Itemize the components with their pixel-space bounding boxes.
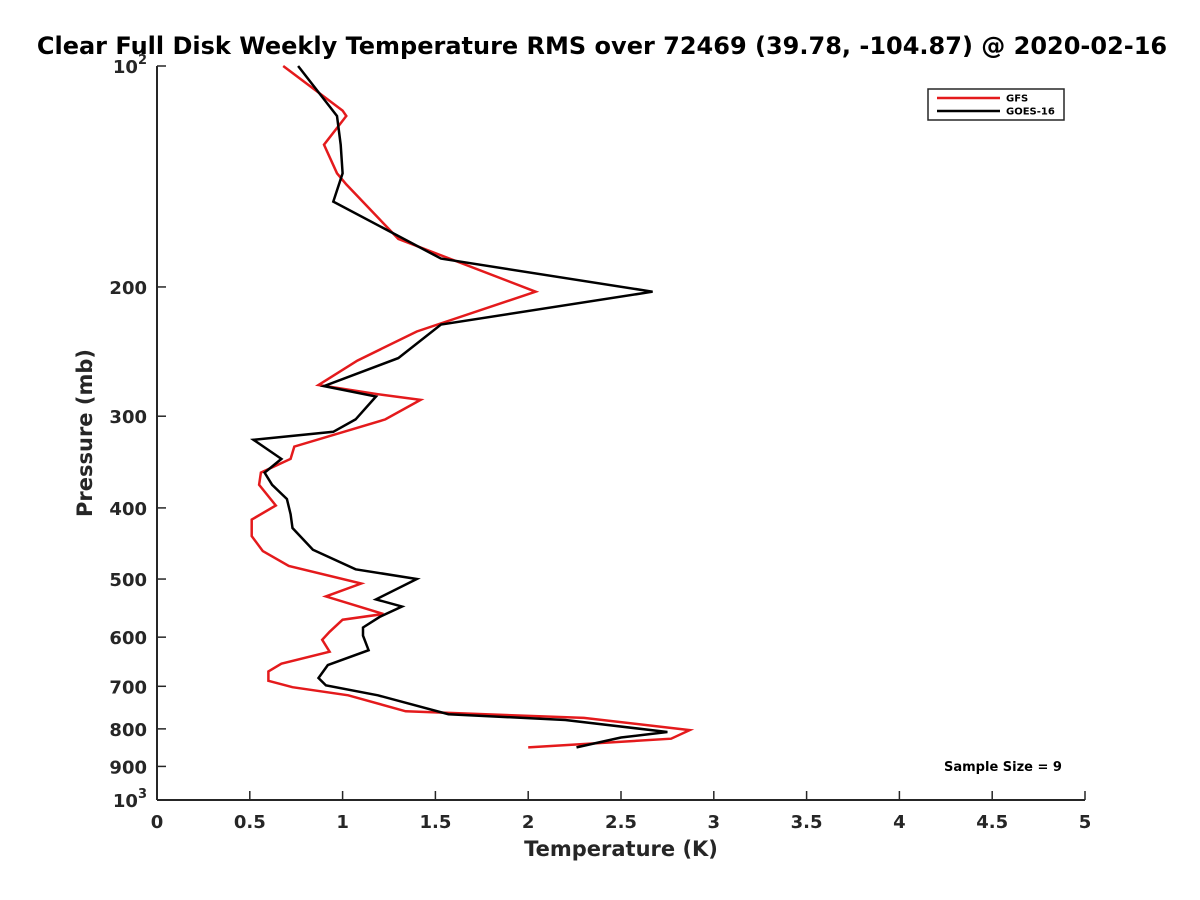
y-tick-label: 103 bbox=[113, 787, 147, 812]
y-tick-label: 400 bbox=[109, 499, 147, 520]
y-tick-label: 200 bbox=[109, 278, 147, 299]
x-tick-label: 2.5 bbox=[605, 812, 637, 833]
series-lines bbox=[249, 65, 695, 749]
x-axis-label: Temperature (K) bbox=[524, 837, 718, 861]
y-tick-label: 700 bbox=[109, 677, 147, 698]
legend-box bbox=[927, 88, 1065, 121]
x-tick-label: 3 bbox=[708, 812, 721, 833]
series-line-goes16 bbox=[249, 65, 668, 749]
x-tick-label: 3.5 bbox=[791, 812, 823, 833]
y-tick-label: 300 bbox=[109, 407, 147, 428]
x-ticks: 0 0.5 1 1.5 2 2.5 3 3.5 4 4.5 5 bbox=[151, 791, 1092, 833]
y-tick-label: 102 bbox=[113, 53, 147, 78]
legend: GFS GOES-16 bbox=[927, 88, 1065, 121]
x-tick-label: 0 bbox=[151, 812, 164, 833]
x-tick-label: 4.5 bbox=[976, 812, 1008, 833]
series-line-gfs bbox=[250, 65, 695, 749]
x-tick-label: 0.5 bbox=[234, 812, 266, 833]
chart-title: Clear Full Disk Weekly Temperature RMS o… bbox=[37, 32, 1167, 60]
y-tick-label: 900 bbox=[109, 757, 147, 778]
x-tick-label: 1.5 bbox=[419, 812, 451, 833]
y-tick-label: 500 bbox=[109, 570, 147, 591]
y-axis-label: Pressure (mb) bbox=[73, 349, 97, 517]
x-tick-label: 1 bbox=[336, 812, 349, 833]
plot-area: 0 0.5 1 1.5 2 2.5 3 3.5 4 4.5 5 102 200 300 400 500 600… bbox=[109, 53, 1091, 833]
x-tick-label: 4 bbox=[893, 812, 906, 833]
sample-size-annotation: Sample Size = 9 bbox=[944, 760, 1062, 775]
y-tick-label: 600 bbox=[109, 628, 147, 649]
y-tick-label: 800 bbox=[109, 720, 147, 741]
x-tick-label: 5 bbox=[1079, 812, 1092, 833]
legend-label-gfs: GFS bbox=[1006, 94, 1028, 105]
x-tick-label: 2 bbox=[522, 812, 535, 833]
y-ticks: 102 200 300 400 500 600 700 800 900 103 bbox=[109, 53, 166, 812]
legend-label-goes16: GOES-16 bbox=[1006, 107, 1055, 118]
